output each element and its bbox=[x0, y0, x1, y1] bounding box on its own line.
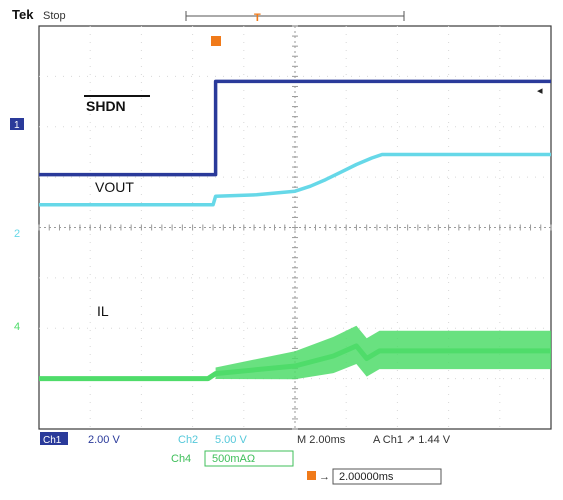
svg-text:→: → bbox=[319, 471, 330, 483]
channel-1-marker: 1 bbox=[10, 118, 24, 131]
ch4-scale-readout: Ch4 500mAΩ bbox=[171, 450, 294, 467]
shdn-label: SHDN bbox=[86, 98, 126, 114]
vout-trace bbox=[39, 152, 551, 207]
timebase-readout: M 2.00ms bbox=[297, 434, 346, 446]
trigger-position: 2.00000ms bbox=[339, 471, 394, 483]
brand-label: Tek bbox=[12, 7, 34, 22]
acquisition-status: Stop bbox=[43, 10, 66, 22]
trigger-time-marker bbox=[211, 36, 221, 46]
ch1-scale-readout: Ch1 2.00 V bbox=[40, 432, 120, 446]
trigger-level-marker: ◂ bbox=[537, 85, 543, 97]
ch2-tag: Ch2 bbox=[178, 434, 198, 446]
il-label: IL bbox=[97, 303, 109, 319]
trigger-readout: A Ch1 ↗ 1.44 V bbox=[373, 434, 451, 446]
ch1-tag: Ch1 bbox=[43, 435, 62, 446]
trigger-marker: T bbox=[254, 12, 261, 24]
traces bbox=[39, 79, 551, 382]
channel-4-marker: 4 bbox=[14, 321, 20, 333]
channel-2-marker: 2 bbox=[14, 228, 20, 240]
shdn-trace bbox=[39, 79, 551, 177]
il-ripple-envelope bbox=[215, 325, 551, 380]
ch4-tag: Ch4 bbox=[171, 453, 191, 465]
vout-label: VOUT bbox=[95, 179, 134, 195]
ch2-scale-readout: Ch2 5.00 V bbox=[178, 434, 247, 446]
ch1-scale: 2.00 V bbox=[88, 434, 120, 446]
trigger-position-readout: → 2.00000ms bbox=[307, 468, 442, 485]
svg-text:1: 1 bbox=[14, 120, 20, 131]
ch4-scale: 500mAΩ bbox=[212, 453, 255, 465]
trigger-position-bar: T bbox=[185, 11, 405, 24]
ch2-scale: 5.00 V bbox=[215, 434, 247, 446]
